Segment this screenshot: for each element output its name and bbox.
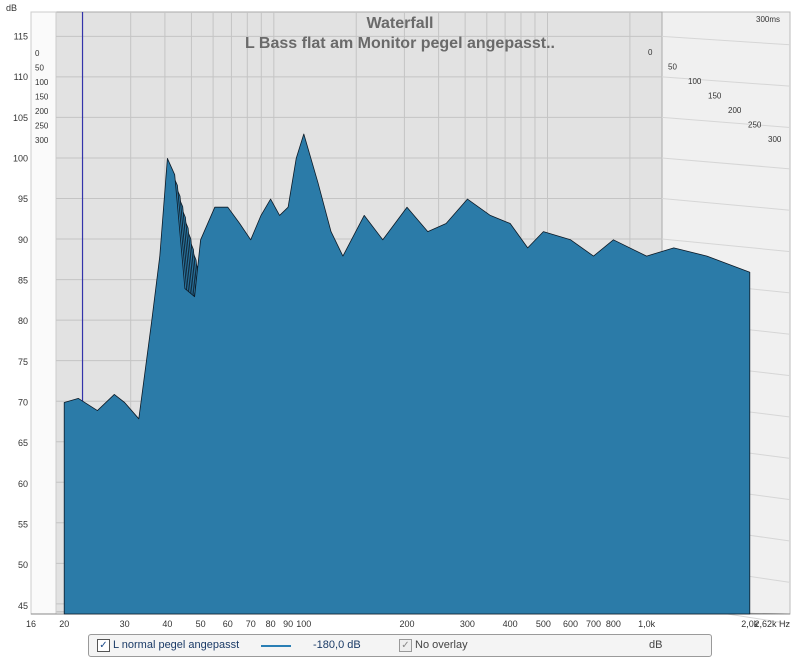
x-tick-label: 20 bbox=[59, 619, 69, 629]
time-label-right: 300 bbox=[768, 135, 782, 144]
chart-subtitle: L Bass flat am Monitor pegel angepasst.. bbox=[245, 35, 555, 52]
x-tick-label: 80 bbox=[266, 619, 276, 629]
y-tick-label: 80 bbox=[18, 316, 28, 326]
y-tick-label: 65 bbox=[18, 438, 28, 448]
time-label-right: 250 bbox=[748, 121, 762, 130]
x-tick-label: 600 bbox=[563, 619, 578, 629]
y-axis-label: dB bbox=[6, 3, 17, 13]
time-label-left: 100 bbox=[35, 78, 49, 87]
x-tick-label: 40 bbox=[162, 619, 172, 629]
time-label-right: 150 bbox=[708, 92, 722, 101]
x-tick-label: 60 bbox=[223, 619, 233, 629]
unit-label: dB bbox=[649, 639, 663, 651]
side-grid-line bbox=[661, 197, 791, 211]
y-tick-label: 100 bbox=[13, 153, 28, 163]
y-tick-label: 110 bbox=[14, 72, 28, 82]
time-label-left: 200 bbox=[35, 107, 49, 116]
x-tick-label: 16 bbox=[26, 619, 36, 629]
overlay-label[interactable]: No overlay bbox=[415, 639, 468, 651]
side-grid-line bbox=[661, 35, 791, 46]
overlay-checkbox[interactable]: ✓ bbox=[399, 639, 412, 652]
side-grid-line bbox=[661, 157, 791, 170]
waterfall-chart-svg: 45 50 55 60 65 70 75 80 85 90 95 100 105 110 115 dB 16 20… bbox=[6, 3, 791, 629]
x-tick-label: 300 bbox=[460, 619, 475, 629]
time-label-left: 0 bbox=[35, 49, 40, 58]
x-tick-label: 90 bbox=[283, 619, 293, 629]
legend-bar: ✓ L normal pegel angepasst -180,0 dB ✓ N… bbox=[88, 634, 712, 657]
waterfall-slice bbox=[63, 133, 751, 615]
time-label-left: 300 bbox=[35, 136, 49, 145]
chart-title: Waterfall bbox=[367, 15, 434, 32]
x-tick-label: 100 bbox=[296, 619, 311, 629]
x-tick-label: 50 bbox=[196, 619, 206, 629]
time-label-left: 150 bbox=[35, 93, 49, 102]
x-tick-label: 500 bbox=[536, 619, 551, 629]
y-tick-label: 85 bbox=[18, 275, 28, 285]
series-swatch bbox=[261, 645, 291, 647]
time-label-right: 200 bbox=[728, 106, 742, 115]
time-label-right: 100 bbox=[688, 77, 702, 86]
x-tick-label: 200 bbox=[399, 619, 414, 629]
y-tick-label: 90 bbox=[18, 235, 28, 245]
time-label-left: 250 bbox=[35, 122, 49, 131]
x-tick-label: 1,0k bbox=[638, 619, 656, 629]
side-grid-line bbox=[661, 76, 791, 87]
series-label[interactable]: L normal pegel angepasst bbox=[113, 639, 240, 651]
x-tick-label: 700 bbox=[586, 619, 601, 629]
y-tick-label: 95 bbox=[18, 194, 28, 204]
time-label-right: 50 bbox=[668, 63, 677, 72]
time-label-left: 50 bbox=[35, 64, 44, 73]
x-tick-label: 800 bbox=[606, 619, 621, 629]
y-tick-label: 105 bbox=[13, 113, 28, 123]
side-grid-line bbox=[661, 116, 791, 129]
side-grid-line bbox=[661, 238, 791, 253]
x-tick-label: 2,62k Hz bbox=[754, 619, 790, 629]
series-value: -180,0 dB bbox=[313, 639, 361, 651]
x-tick-label: 30 bbox=[120, 619, 130, 629]
x-tick-label: 70 bbox=[246, 619, 256, 629]
y-tick-label: 55 bbox=[18, 520, 28, 530]
time-axis-unit: 300ms bbox=[756, 15, 780, 24]
y-tick-label: 45 bbox=[18, 601, 28, 611]
x-tick-label: 400 bbox=[503, 619, 518, 629]
x-tick-label: 2,0k bbox=[741, 619, 759, 629]
time-label-right: 0 bbox=[648, 48, 653, 57]
y-tick-label: 60 bbox=[18, 479, 28, 489]
y-tick-label: 50 bbox=[18, 560, 28, 570]
y-tick-label: 70 bbox=[18, 397, 28, 407]
waterfall-chart[interactable]: 45 50 55 60 65 70 75 80 85 90 95 100 105 110 115 dB 16 20… bbox=[0, 0, 800, 630]
y-tick-label: 75 bbox=[18, 357, 28, 367]
left-wall bbox=[30, 11, 57, 615]
series-checkbox[interactable]: ✓ bbox=[97, 639, 110, 652]
y-tick-label: 115 bbox=[14, 31, 28, 41]
